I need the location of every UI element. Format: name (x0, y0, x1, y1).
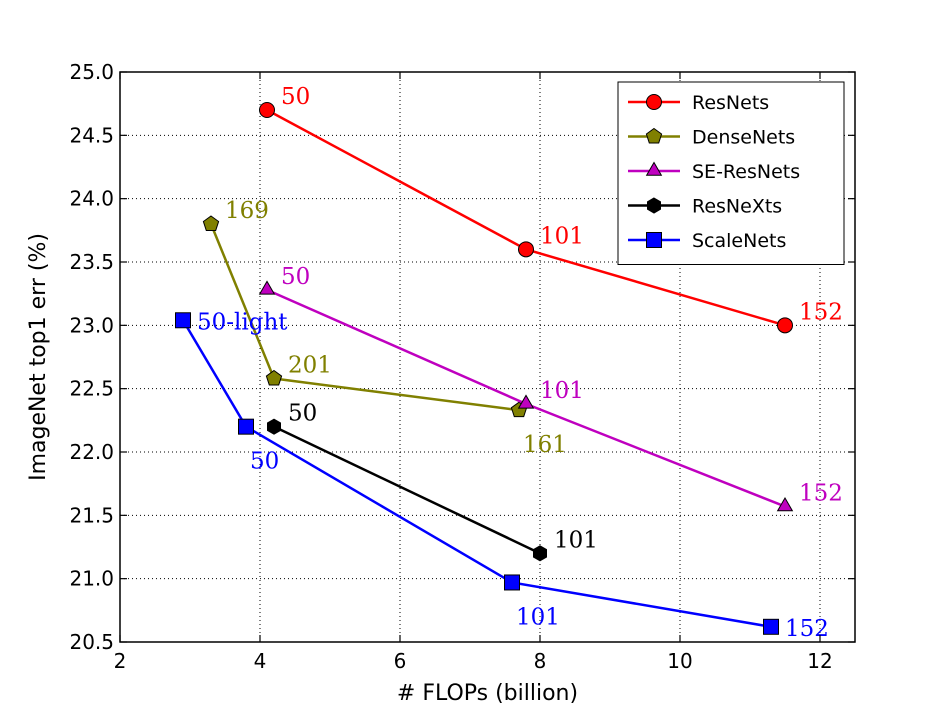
x-tick-label: 4 (254, 649, 267, 673)
data-point-se-resnets (517, 394, 535, 409)
legend-label-densenets: DenseNets (692, 127, 795, 149)
point-labels: 50 101 152 169 201 161 50 101 152 50 101 50-light 50… (197, 84, 843, 642)
plot-frame (119, 71, 856, 643)
x-tick-label: 10 (667, 649, 692, 673)
series-layer (175, 102, 794, 635)
x-tick-label: 8 (534, 649, 547, 673)
data-point-densenets (202, 215, 220, 231)
data-point-resnets (777, 317, 793, 334)
point-label-se-resnets: 101 (540, 378, 584, 404)
legend-label-resnexts: ResNeXts (692, 196, 782, 218)
y-tick-label: 23.0 (69, 313, 114, 337)
x-tick-label: 2 (114, 649, 127, 673)
data-point-se-resnets (776, 496, 794, 512)
y-axis-label: ImageNet top1 err (%) (26, 233, 51, 481)
point-label-se-resnets: 152 (799, 480, 843, 506)
x-axis-label: # FLOPs (billion) (397, 681, 578, 706)
point-label-densenets: 169 (225, 198, 269, 224)
point-label-resnets: 152 (799, 299, 843, 325)
y-tick-label: 24.0 (69, 187, 114, 211)
series-line-resnexts (273, 425, 541, 555)
y-tick-label: 22.0 (69, 440, 114, 464)
legend-swatch-marker-se-resnets (645, 161, 663, 176)
y-tick-label: 20.5 (69, 630, 114, 654)
point-label-se-resnets: 50 (281, 264, 310, 290)
data-point-resnexts (533, 545, 547, 562)
point-label-scalenets: 152 (785, 616, 829, 642)
series-densenets (202, 215, 528, 418)
legend-swatch-marker-resnexts (647, 197, 661, 214)
legend: ResNets DenseNets SE-ResNets ResNeXts ScaleN… (617, 81, 845, 265)
data-point-scalenets (175, 312, 191, 329)
data-point-densenets (265, 369, 283, 386)
legend-label-scalenets: ScaleNets (692, 230, 786, 252)
legend-swatch-marker-densenets (645, 127, 663, 144)
legend-label-se-resnets: SE-ResNets (692, 161, 800, 183)
data-point-resnets (518, 241, 534, 258)
y-tick-label: 22.5 (69, 377, 114, 401)
y-tick-label: 25.0 (69, 60, 114, 84)
point-label-resnexts: 50 (288, 401, 317, 427)
y-tick-label: 24.5 (69, 123, 114, 147)
point-label-scalenets: 50 (250, 449, 279, 475)
data-point-scalenets (504, 574, 520, 591)
x-tick-label: 6 (394, 649, 407, 673)
data-point-resnets (259, 102, 275, 118)
point-label-densenets: 201 (288, 353, 332, 379)
y-tick-label: 23.5 (69, 250, 114, 274)
y-tick-label: 21.0 (69, 567, 114, 591)
series-se-resnets (258, 280, 794, 512)
point-label-scalenets: 101 (516, 604, 560, 630)
data-point-scalenets (763, 618, 779, 635)
data-point-se-resnets (258, 280, 276, 295)
legend-label-resnets: ResNets (692, 92, 769, 114)
point-label-scalenets: 50-light (197, 309, 288, 335)
axis-ticks: 2 4 6 8 10 12 20.5 21.0 21.5 22.0 22.5 23.0 23.5 24.0… (69, 60, 855, 673)
legend-swatch-marker-scalenets (646, 232, 662, 248)
series-resnets (259, 102, 793, 334)
point-label-resnets: 101 (540, 223, 584, 249)
series-line-scalenets (181, 319, 772, 629)
series-scalenets (175, 312, 779, 635)
point-label-resnexts: 101 (554, 527, 598, 553)
data-point-scalenets (238, 418, 254, 435)
point-label-densenets: 161 (523, 432, 567, 458)
point-label-resnets: 50 (281, 84, 310, 110)
y-tick-label: 21.5 (69, 503, 114, 527)
x-tick-label: 12 (807, 649, 832, 673)
data-point-resnexts (267, 418, 281, 435)
series-resnexts (267, 418, 547, 562)
legend-swatch-marker-resnets (646, 94, 662, 110)
